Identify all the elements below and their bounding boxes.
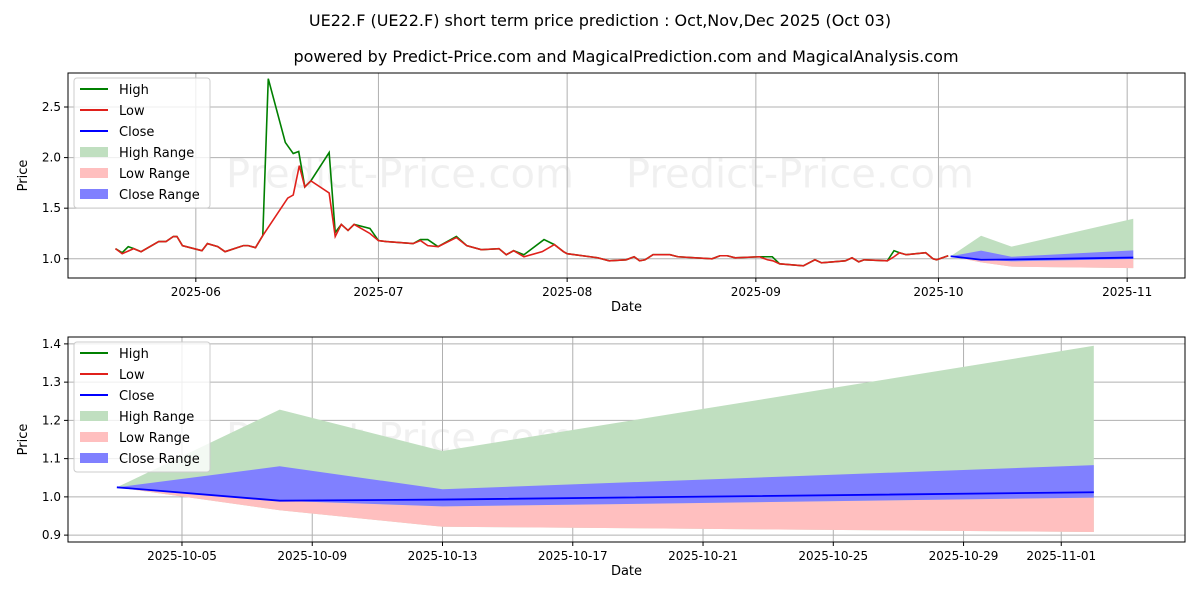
x-tick-label: 2025-10-29 [929,549,999,563]
low-range-band [950,256,1134,269]
low-series-line [114,165,949,267]
legend-swatch-patch [80,189,108,199]
x-axis-label: Date [611,564,642,579]
plot-area [116,345,1094,533]
legend-label: High Range [119,146,194,161]
y-axis-label: Price [16,424,31,456]
y-tick-label: 1.4 [42,337,61,351]
legend-label: Low Range [119,431,190,446]
y-axis-label: Price [16,160,31,192]
legend-label: Close Range [119,188,200,203]
legend-swatch-patch [80,411,108,421]
x-tick-label: 2025-10-13 [408,549,478,563]
legend-label: High Range [119,410,194,425]
legend-label: Close [119,125,154,140]
legend: High Low Close High Range Low Range Close Ran… [73,77,211,209]
x-tick-label: 2025-10-05 [147,549,217,563]
watermark-text: Predict-Price.com [226,152,574,198]
x-tick-label: 2025-10-17 [538,549,608,563]
y-tick-label: 1.1 [42,452,61,466]
watermark-text: Predict-Price.com [626,152,974,198]
y-tick-label: 0.9 [42,528,61,542]
legend-label: Low [119,368,145,383]
x-tick-label: 2025-10 [913,285,963,299]
plot-area [114,78,1134,269]
chart-subtitle: powered by Predict-Price.com and Magical… [293,47,958,66]
legend-swatch-patch [80,168,108,178]
legend: High Low Close High Range Low Range Close Ran… [73,341,211,473]
legend-label: Close Range [119,452,200,467]
legend-label: High [119,83,149,98]
legend-label: Low [119,104,145,119]
x-tick-label: 2025-09 [731,285,781,299]
x-tick-label: 2025-06 [171,285,221,299]
x-tick-label: 2025-08 [542,285,592,299]
x-tick-label: 2025-07 [353,285,403,299]
legend-label: High [119,347,149,362]
legend-label: Close [119,389,154,404]
close-range-band [116,465,1094,507]
legend-swatch-patch [80,432,108,442]
y-tick-label: 1.0 [42,490,61,504]
y-tick-label: 1.5 [42,201,61,215]
x-tick-label: 2025-11-01 [1026,549,1096,563]
legend-swatch-patch [80,453,108,463]
plot-frame [67,336,1186,543]
x-axis-label: Date [611,300,642,315]
y-tick-label: 1.3 [42,375,61,389]
x-tick-label: 2025-10-21 [668,549,738,563]
close-series-line [950,255,1134,261]
history-panel: Predict-Price.com Predict-Price.comPredic… [16,72,1186,315]
plot-frame [67,72,1186,279]
y-tick-label: 1.0 [42,252,61,266]
y-tick-label: 2.5 [42,100,61,114]
x-tick-label: 2025-10-25 [798,549,868,563]
legend-swatch-patch [80,147,108,157]
low-range-band [116,487,1094,533]
x-tick-label: 2025-11 [1102,285,1152,299]
chart-title: UE22.F (UE22.F) short term price predict… [309,11,891,30]
close-series-line [116,486,1094,502]
legend-label: Low Range [119,167,190,182]
x-tick-label: 2025-10-09 [277,549,347,563]
y-tick-label: 2.0 [42,151,61,165]
y-tick-label: 1.2 [42,413,61,427]
